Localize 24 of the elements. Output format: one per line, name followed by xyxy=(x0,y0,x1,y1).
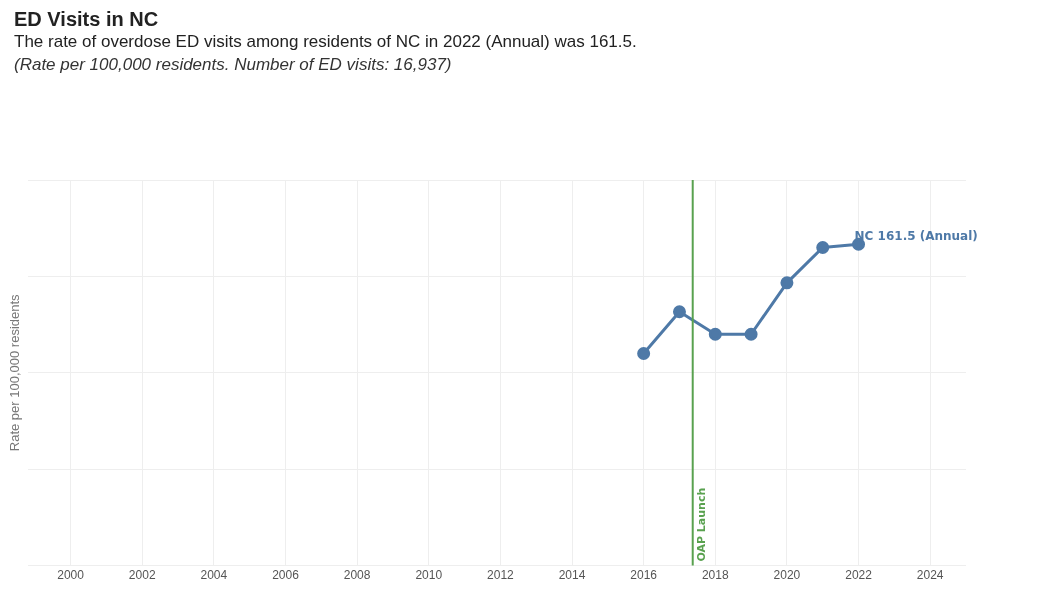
x-tick-label: 2020 xyxy=(773,568,801,583)
point xyxy=(780,276,794,290)
point xyxy=(816,240,830,254)
chart-title: ED Visits in NC xyxy=(14,8,160,31)
chart-subtitle: The rate of overdose ED visits among residents of NC in 2022 (Annual) was 161.5. xyxy=(14,31,638,53)
x-tick-label: 2002 xyxy=(128,568,156,583)
point xyxy=(672,305,686,319)
x-tick-label: 2008 xyxy=(343,568,371,583)
x-tick-label: 2022 xyxy=(845,568,873,583)
text: (Rate per 100,000 residents. Number of ED visits: 16,937) xyxy=(14,55,453,75)
x-tick-label: 2012 xyxy=(487,568,515,583)
x-tick-label: 2006 xyxy=(272,568,300,583)
x-tick-label: 2004 xyxy=(200,568,228,583)
x-tick-label: 2018 xyxy=(701,568,729,583)
x-tick-label: 2024 xyxy=(916,568,944,583)
y-axis-title: Rate per 100,000 residents xyxy=(7,293,23,452)
x-tick-label: 2016 xyxy=(630,568,658,583)
point xyxy=(744,327,758,341)
x-tick-label: 2010 xyxy=(415,568,443,583)
x-tick-label: 2014 xyxy=(558,568,586,583)
point xyxy=(708,327,722,341)
point xyxy=(637,347,651,361)
ref-line-label: OAP Launch xyxy=(695,487,709,562)
x-tick-label: 2000 xyxy=(57,568,85,583)
